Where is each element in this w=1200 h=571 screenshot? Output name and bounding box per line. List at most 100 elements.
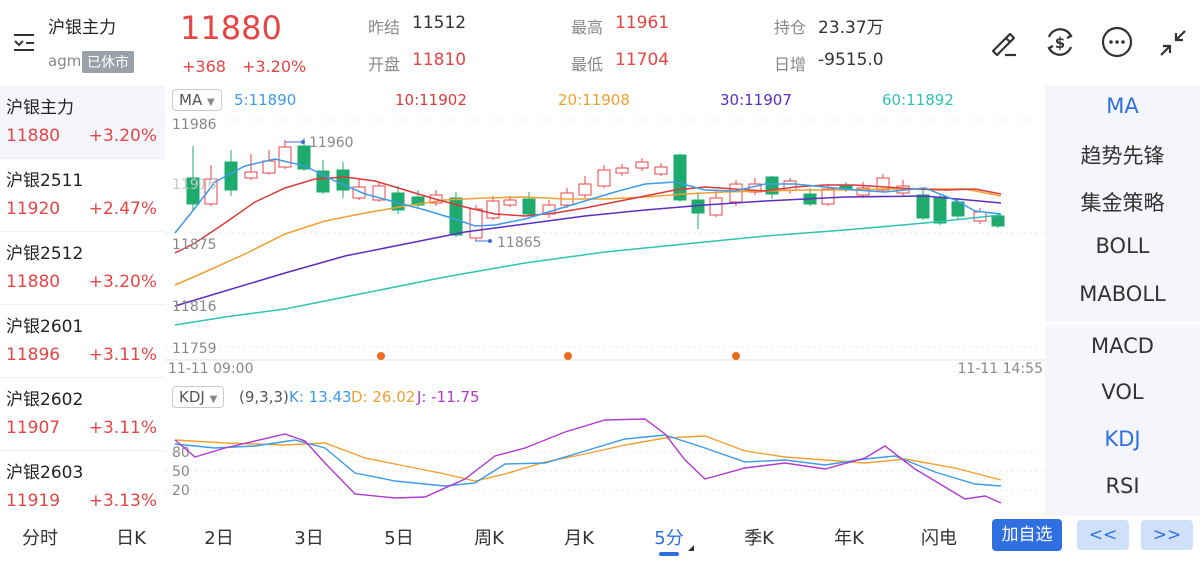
- candle-body: [578, 183, 592, 196]
- ma20-line: [174, 188, 1002, 286]
- candle-body: [615, 167, 629, 174]
- contract-item[interactable]: 沪银2512 11880 +3.20%: [0, 232, 165, 305]
- candle-body: [204, 178, 218, 205]
- ma5-line: [174, 158, 1002, 234]
- candle-body: [469, 208, 483, 239]
- tab-quarterly-k[interactable]: 季K: [744, 528, 774, 549]
- tab-3-day[interactable]: 3日: [294, 528, 324, 549]
- indicator-maboll[interactable]: MABOLL: [1079, 282, 1166, 306]
- tab-flash[interactable]: 闪电: [921, 528, 957, 549]
- stat-label-prev-settle: 昨结: [368, 18, 401, 37]
- y-label-top: 11986: [172, 117, 217, 133]
- indicator-rsi[interactable]: RSI: [1105, 474, 1140, 498]
- contract-item-pct: +3.13%: [88, 491, 157, 511]
- candle-body: [991, 215, 1005, 227]
- kdj-y-label: 20: [172, 483, 190, 499]
- candle-body: [352, 186, 366, 199]
- kdj-k-legend: K: 13.43: [289, 388, 352, 406]
- ma30-legend: 30:11907: [720, 91, 792, 109]
- indicator-boll[interactable]: BOLL: [1095, 234, 1150, 258]
- prev-button[interactable]: <<: [1077, 520, 1129, 550]
- contract-item[interactable]: 沪银2603 11919 +3.13%: [0, 451, 165, 516]
- y-label-mid: 11875: [172, 237, 217, 253]
- next-button[interactable]: >>: [1141, 520, 1193, 550]
- contract-item-name: 沪银2601: [6, 317, 84, 337]
- contract-item[interactable]: 沪银2601 11896 +3.11%: [0, 305, 165, 378]
- candle-body: [449, 197, 463, 236]
- tab-active-indicator: [659, 552, 679, 556]
- kdj-chart[interactable]: 80 50 20: [165, 408, 1045, 514]
- ma10-legend: 10:11902: [395, 91, 467, 109]
- add-watchlist-button[interactable]: 加自选: [992, 519, 1062, 551]
- kdj-y-label: 50: [172, 464, 190, 480]
- candle-body: [635, 161, 649, 169]
- low-marker-label: 11865: [497, 235, 542, 251]
- contract-item-price: 11880: [6, 272, 61, 292]
- contract-item-pct: +3.20%: [88, 126, 157, 146]
- x-label-start: 11-11 09:00: [168, 361, 253, 377]
- draw-pen-icon[interactable]: [986, 26, 1020, 60]
- candle-body: [673, 154, 687, 201]
- indicator-kdj[interactable]: KDJ: [1104, 427, 1141, 451]
- candle-body: [876, 177, 890, 191]
- event-marker: [732, 352, 740, 360]
- ma-selector-label: MA: [179, 91, 203, 109]
- stat-value-open: 11810: [412, 50, 467, 70]
- tab-intraday[interactable]: 分时: [22, 528, 58, 549]
- y-label-partial: 11916: [172, 177, 217, 193]
- tab-2-day[interactable]: 2日: [204, 528, 234, 549]
- indicator-trend-pioneer[interactable]: 趋势先锋: [1080, 144, 1165, 168]
- candle-body: [486, 200, 500, 219]
- tab-monthly-k[interactable]: 月K: [564, 528, 594, 549]
- tab-yearly-k[interactable]: 年K: [834, 528, 864, 549]
- indicator-ma[interactable]: MA: [1106, 94, 1139, 118]
- chevron-down-icon: ▼: [206, 97, 215, 108]
- stat-label-open-interest: 持仓: [774, 18, 807, 37]
- collapse-icon[interactable]: [1156, 26, 1190, 60]
- contract-item-price: 11907: [6, 418, 61, 438]
- candle-body: [244, 171, 258, 179]
- tab-5-min[interactable]: 5分: [654, 528, 684, 549]
- candle-body: [933, 196, 947, 224]
- candle-body: [729, 183, 743, 203]
- stat-label-low: 最低: [571, 55, 604, 74]
- tab-weekly-k[interactable]: 周K: [474, 528, 504, 549]
- ma-indicator-selector[interactable]: MA ▼: [172, 89, 222, 111]
- indicator-gold-strategy[interactable]: 集金策略: [1080, 191, 1165, 215]
- menu-filter-icon[interactable]: [12, 30, 38, 54]
- indicator-macd[interactable]: MACD: [1091, 334, 1154, 358]
- event-marker: [377, 352, 385, 360]
- candlestick-chart[interactable]: 11986 11916 11875 11816 11759 11960 1186…: [165, 110, 1045, 380]
- ma10-line: [174, 176, 1002, 254]
- indicator-divider: [1045, 322, 1200, 325]
- tab-5-day[interactable]: 5日: [384, 528, 414, 549]
- candle-body: [597, 169, 611, 187]
- kdj-d-line: [174, 435, 1002, 482]
- low-marker-dot: [488, 239, 492, 243]
- candle-body: [297, 145, 311, 170]
- status-badge: 已休市: [82, 51, 134, 73]
- more-icon[interactable]: [1100, 25, 1134, 59]
- indicator-panel: MA 趋势先锋 集金策略 BOLL MABOLL MACD VOL KDJ RS…: [1045, 86, 1200, 516]
- candle-body: [316, 170, 330, 193]
- ma60-line: [174, 214, 1002, 326]
- y-label-low: 11816: [172, 299, 217, 315]
- candle-body: [709, 197, 723, 216]
- kdj-indicator-selector[interactable]: KDJ ▼: [172, 386, 225, 408]
- ma30-line: [174, 195, 1002, 307]
- indicator-vol[interactable]: VOL: [1101, 380, 1144, 404]
- contract-item-price: 11919: [6, 491, 61, 511]
- ma60-legend: 60:11892: [882, 91, 954, 109]
- contract-item-pct: +3.11%: [88, 345, 157, 365]
- x-label-end: 11-11 14:55: [958, 361, 1043, 377]
- svg-text:$: $: [1055, 34, 1065, 52]
- ma5-legend: 5:11890: [234, 91, 297, 109]
- contract-name[interactable]: 沪银主力: [48, 18, 116, 38]
- contract-item[interactable]: 沪银主力 11880 +3.20%: [0, 86, 165, 159]
- contract-item[interactable]: 沪银2511 11920 +2.47%: [0, 159, 165, 232]
- tab-daily-k[interactable]: 日K: [116, 528, 146, 549]
- contract-item[interactable]: 沪银2602 11907 +3.11%: [0, 378, 165, 451]
- kdj-y-label: 80: [172, 445, 190, 461]
- chevron-down-icon: ▼: [209, 394, 218, 405]
- currency-exchange-icon[interactable]: $: [1042, 24, 1078, 60]
